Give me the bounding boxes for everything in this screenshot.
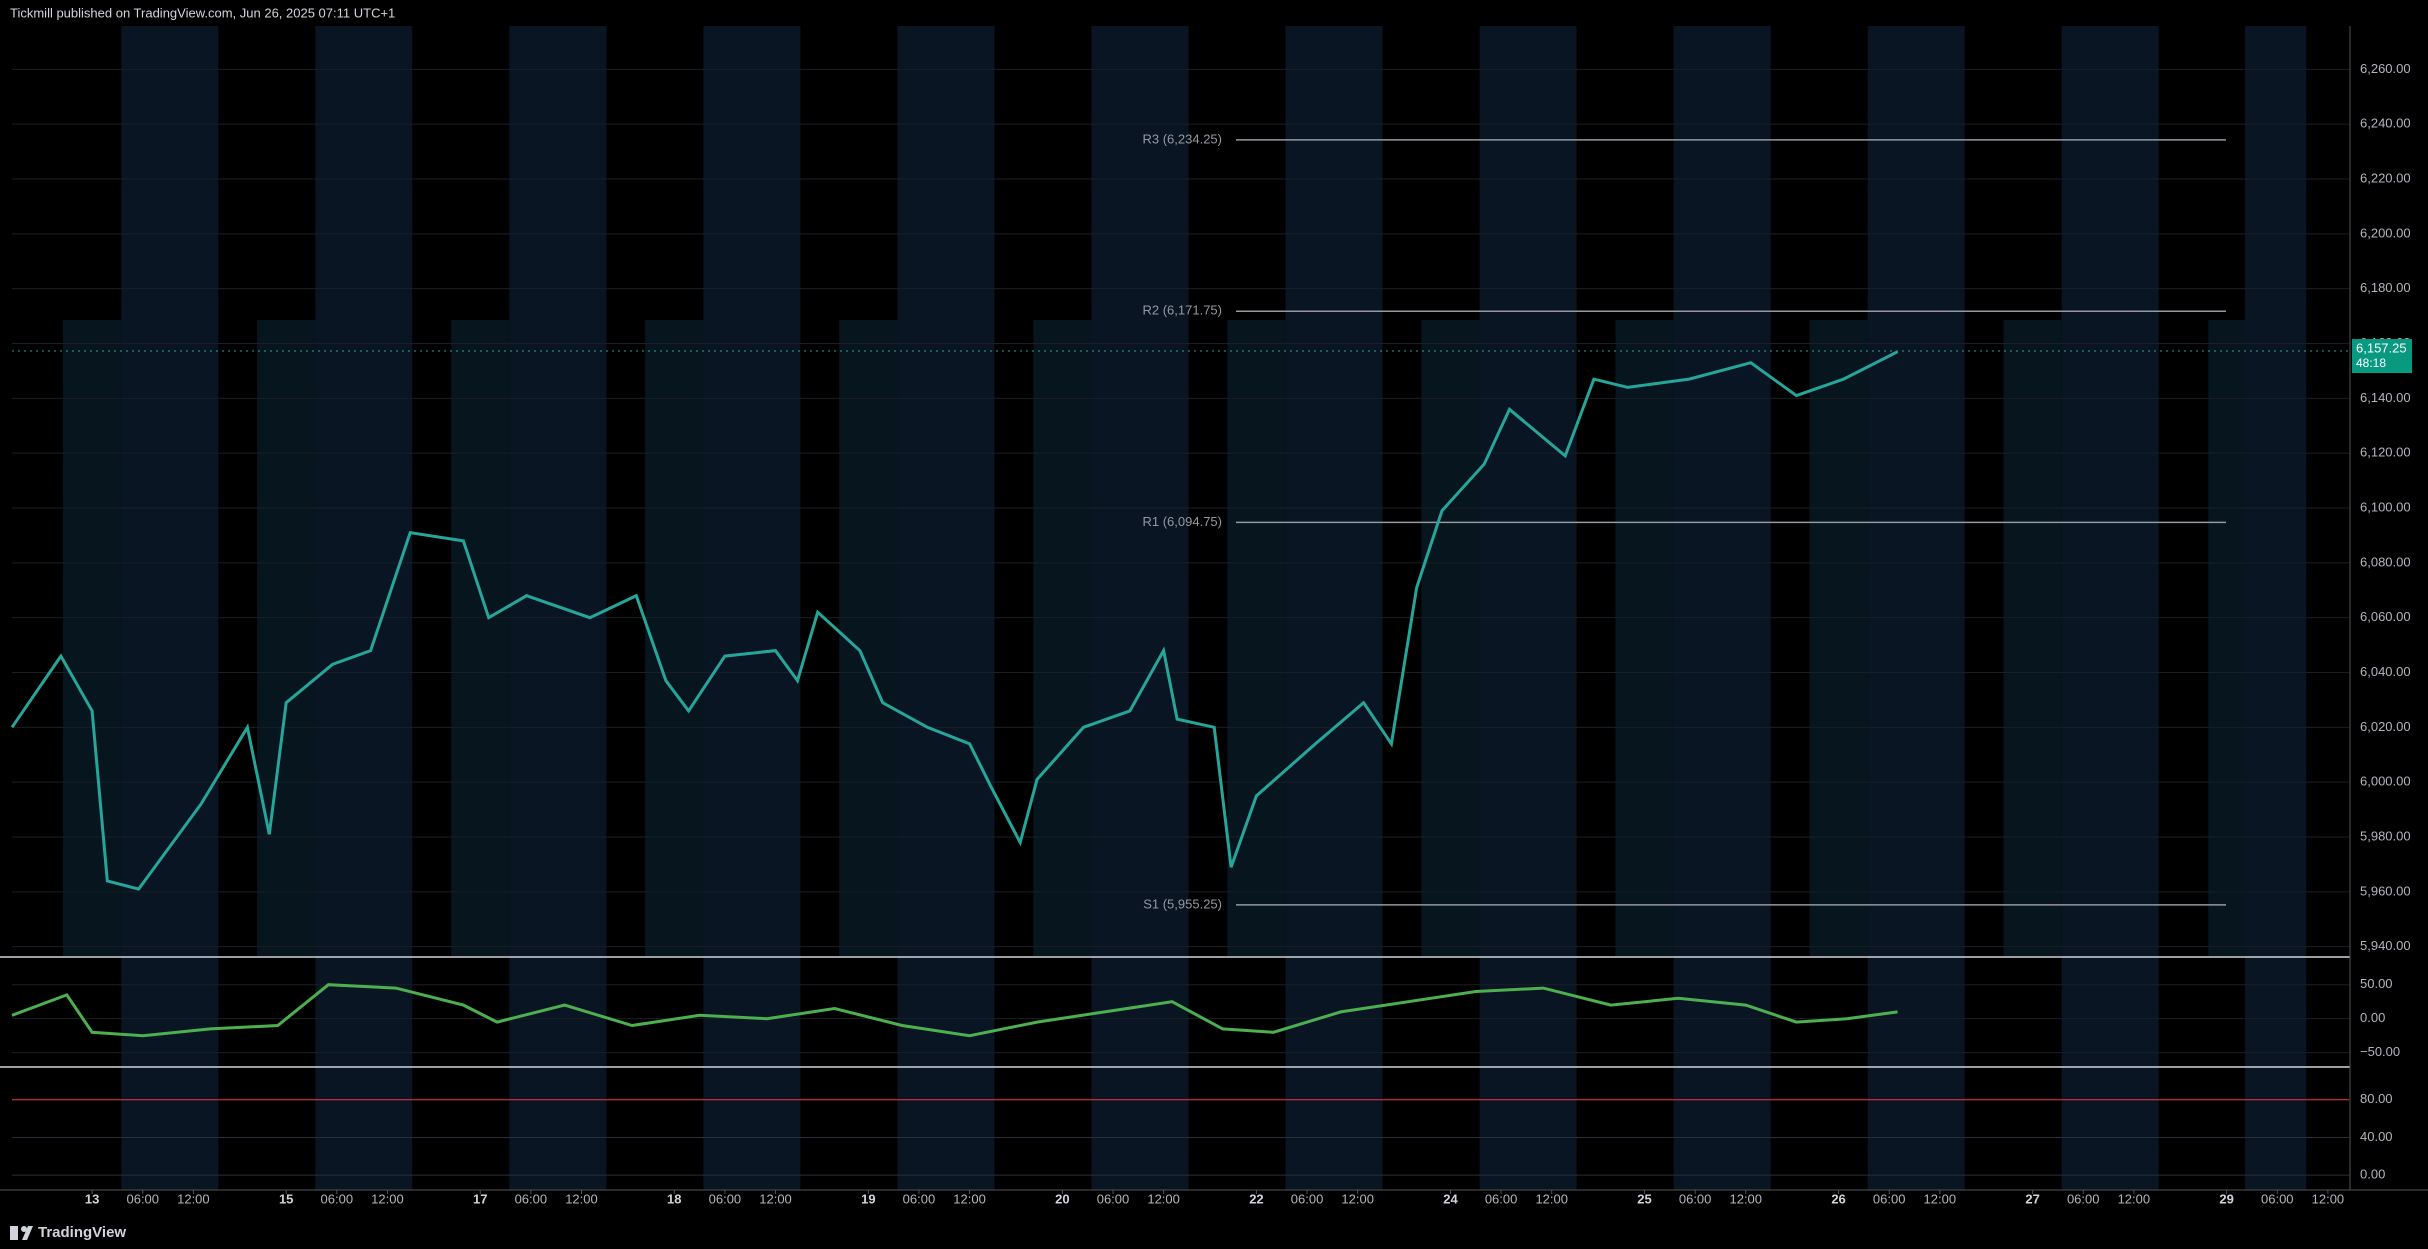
session-band	[897, 26, 995, 1190]
y-tick-label: 6,080.00	[2360, 554, 2411, 569]
session-band	[645, 320, 704, 956]
x-tick-label: 12:00	[1147, 1191, 1180, 1206]
x-tick-label: 24	[1443, 1191, 1458, 1206]
brand-logo	[10, 1226, 33, 1240]
y-tick-label: 5,980.00	[2360, 828, 2411, 843]
x-tick-label: 06:00	[515, 1191, 548, 1206]
session-band	[2208, 320, 2246, 956]
session-band	[2061, 26, 2159, 1190]
stoch-tick-label: 0.00	[2360, 1167, 2385, 1182]
x-tick-label: 27	[2025, 1191, 2039, 1206]
footer-brand: TradingView	[38, 1224, 126, 1241]
session-band	[2003, 320, 2062, 956]
y-tick-label: 6,060.00	[2360, 609, 2411, 624]
session-band	[121, 26, 219, 1190]
x-tick-label: 06:00	[1291, 1191, 1324, 1206]
stoch-tick-label: 40.00	[2360, 1129, 2393, 1144]
pivot-label: R2 (6,171.75)	[1143, 303, 1223, 318]
x-tick-label: 17	[473, 1191, 487, 1206]
y-tick-label: 6,100.00	[2360, 499, 2411, 514]
x-tick-label: 12:00	[759, 1191, 792, 1206]
session-band	[1033, 320, 1092, 956]
session-band	[1867, 26, 1965, 1190]
x-tick-label: 12:00	[2312, 1191, 2345, 1206]
x-tick-label: 12:00	[1729, 1191, 1762, 1206]
session-band	[1809, 320, 1868, 956]
last-price-label: 6,157.25	[2356, 340, 2407, 355]
y-tick-label: 5,940.00	[2360, 938, 2411, 953]
session-band	[1227, 320, 1286, 956]
x-tick-label: 12:00	[1924, 1191, 1957, 1206]
y-tick-label: 5,960.00	[2360, 883, 2411, 898]
y-tick-label: 6,260.00	[2360, 61, 2411, 76]
session-band	[1285, 26, 1383, 1190]
header-title: Tickmill published on TradingView.com, J…	[10, 5, 395, 20]
x-tick-label: 06:00	[2261, 1191, 2294, 1206]
y-tick-label: 6,020.00	[2360, 719, 2411, 734]
last-price-tag	[2352, 339, 2412, 374]
y-tick-label: 6,120.00	[2360, 445, 2411, 460]
y-tick-label: 6,040.00	[2360, 664, 2411, 679]
x-tick-label: 12:00	[2118, 1191, 2151, 1206]
x-tick-label: 19	[861, 1191, 875, 1206]
session-band	[2245, 26, 2307, 1190]
session-band	[1673, 26, 1771, 1190]
session-band	[839, 320, 898, 956]
x-tick-label: 06:00	[2067, 1191, 2100, 1206]
osc-tick-label: 0.00	[2360, 1010, 2385, 1025]
x-tick-label: 12:00	[953, 1191, 986, 1206]
x-tick-label: 06:00	[126, 1191, 159, 1206]
stoch-tick-label: 80.00	[2360, 1091, 2393, 1106]
session-band	[63, 320, 122, 956]
y-tick-label: 6,140.00	[2360, 390, 2411, 405]
x-tick-label: 06:00	[1097, 1191, 1130, 1206]
x-tick-label: 06:00	[709, 1191, 742, 1206]
x-tick-label: 25	[1637, 1191, 1651, 1206]
x-tick-label: 12:00	[1535, 1191, 1568, 1206]
pivot-label: R1 (6,094.75)	[1143, 514, 1223, 529]
x-tick-label: 12:00	[1341, 1191, 1374, 1206]
session-shading	[63, 26, 2307, 1190]
session-band	[1091, 26, 1189, 1190]
x-tick-label: 22	[1249, 1191, 1263, 1206]
x-tick-label: 06:00	[321, 1191, 354, 1206]
osc-tick-label: 50.00	[2360, 976, 2393, 991]
x-tick-label: 06:00	[903, 1191, 936, 1206]
session-band	[1421, 320, 1480, 956]
y-tick-label: 6,200.00	[2360, 225, 2411, 240]
oscillator-line	[11, 983, 1898, 1038]
session-band	[257, 320, 316, 956]
countdown: 48:18	[2356, 356, 2386, 370]
y-tick-label: 6,180.00	[2360, 280, 2411, 295]
x-tick-label: 15	[279, 1191, 293, 1206]
x-tick-label: 06:00	[1485, 1191, 1518, 1206]
osc-tick-label: −50.00	[2360, 1044, 2400, 1059]
y-tick-label: 6,220.00	[2360, 170, 2411, 185]
session-band	[1479, 26, 1577, 1190]
price-line	[10, 350, 1899, 891]
x-tick-label: 18	[667, 1191, 681, 1206]
x-tick-label: 06:00	[1873, 1191, 1906, 1206]
session-band	[451, 320, 510, 956]
x-tick-label: 20	[1055, 1191, 1069, 1206]
x-tick-label: 29	[2219, 1191, 2233, 1206]
pivot-label: R3 (6,234.25)	[1143, 131, 1223, 146]
x-tick-label: 13	[85, 1191, 99, 1206]
session-band	[315, 26, 413, 1190]
x-tick-label: 26	[1831, 1191, 1845, 1206]
pivot-label: S1 (5,955.25)	[1143, 896, 1222, 911]
y-tick-label: 6,000.00	[2360, 774, 2411, 789]
session-band	[703, 26, 801, 1190]
x-tick-label: 12:00	[371, 1191, 404, 1206]
x-tick-label: 06:00	[1679, 1191, 1712, 1206]
x-tick-label: 12:00	[565, 1191, 598, 1206]
y-tick-label: 6,240.00	[2360, 116, 2411, 131]
session-band	[1615, 320, 1674, 956]
x-tick-label: 12:00	[177, 1191, 210, 1206]
